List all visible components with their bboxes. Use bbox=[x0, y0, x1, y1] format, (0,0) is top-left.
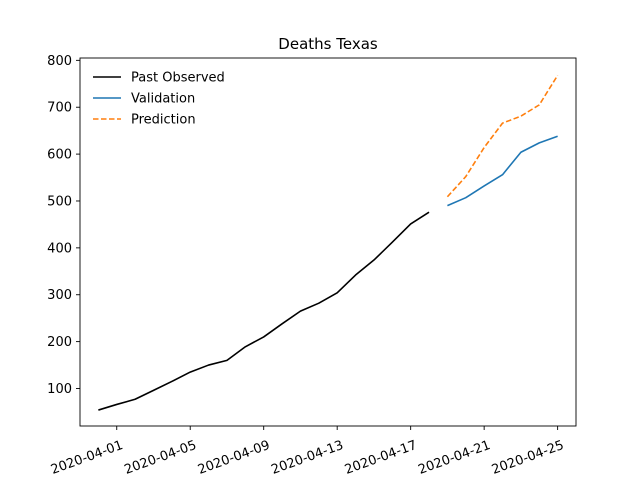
series-layer bbox=[98, 74, 559, 411]
legend-label-prediction: Prediction bbox=[131, 113, 196, 128]
y-tick-label: 200 bbox=[47, 335, 72, 350]
series-line-validation bbox=[447, 135, 558, 207]
legend: Past Observed Validation Prediction bbox=[93, 71, 225, 128]
legend-label-past-observed: Past Observed bbox=[131, 71, 225, 86]
y-tick-label: 700 bbox=[47, 101, 72, 116]
y-tick-label: 800 bbox=[47, 54, 72, 69]
y-tick-label: 100 bbox=[47, 382, 72, 397]
legend-label-validation: Validation bbox=[131, 92, 195, 107]
plot-frame bbox=[79, 57, 577, 427]
chart-title: Deaths Texas bbox=[278, 35, 378, 53]
y-tick-label: 300 bbox=[47, 288, 72, 303]
series-line-past-observed bbox=[98, 211, 430, 411]
series-line-prediction bbox=[446, 74, 559, 198]
y-tick-label: 500 bbox=[47, 194, 72, 209]
y-tick-label: 400 bbox=[47, 241, 72, 256]
y-tick-label: 600 bbox=[47, 148, 72, 163]
